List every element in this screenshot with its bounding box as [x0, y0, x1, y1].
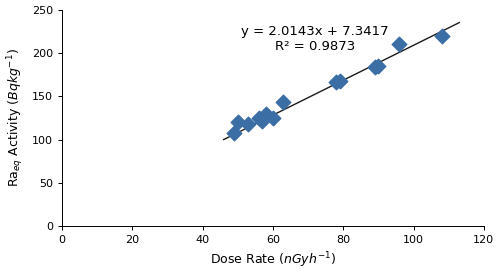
- Point: [438, 33, 446, 38]
- Point: [371, 65, 379, 69]
- Point: [234, 120, 241, 124]
- Point: [336, 78, 344, 83]
- Point: [230, 131, 238, 135]
- Point: [280, 100, 287, 105]
- X-axis label: Dose Rate ($nGyh^{-1}$): Dose Rate ($nGyh^{-1}$): [210, 251, 336, 270]
- Point: [332, 80, 340, 84]
- Point: [374, 64, 382, 68]
- Point: [396, 42, 404, 46]
- Point: [258, 118, 266, 123]
- Point: [255, 116, 263, 120]
- Y-axis label: Ra$_{eq}$ Activity ($Bqkg^{-1}$): Ra$_{eq}$ Activity ($Bqkg^{-1}$): [6, 49, 26, 187]
- Point: [262, 112, 270, 116]
- Text: y = 2.0143x + 7.3417
R² = 0.9873: y = 2.0143x + 7.3417 R² = 0.9873: [242, 25, 389, 53]
- Point: [269, 116, 277, 120]
- Point: [244, 122, 252, 126]
